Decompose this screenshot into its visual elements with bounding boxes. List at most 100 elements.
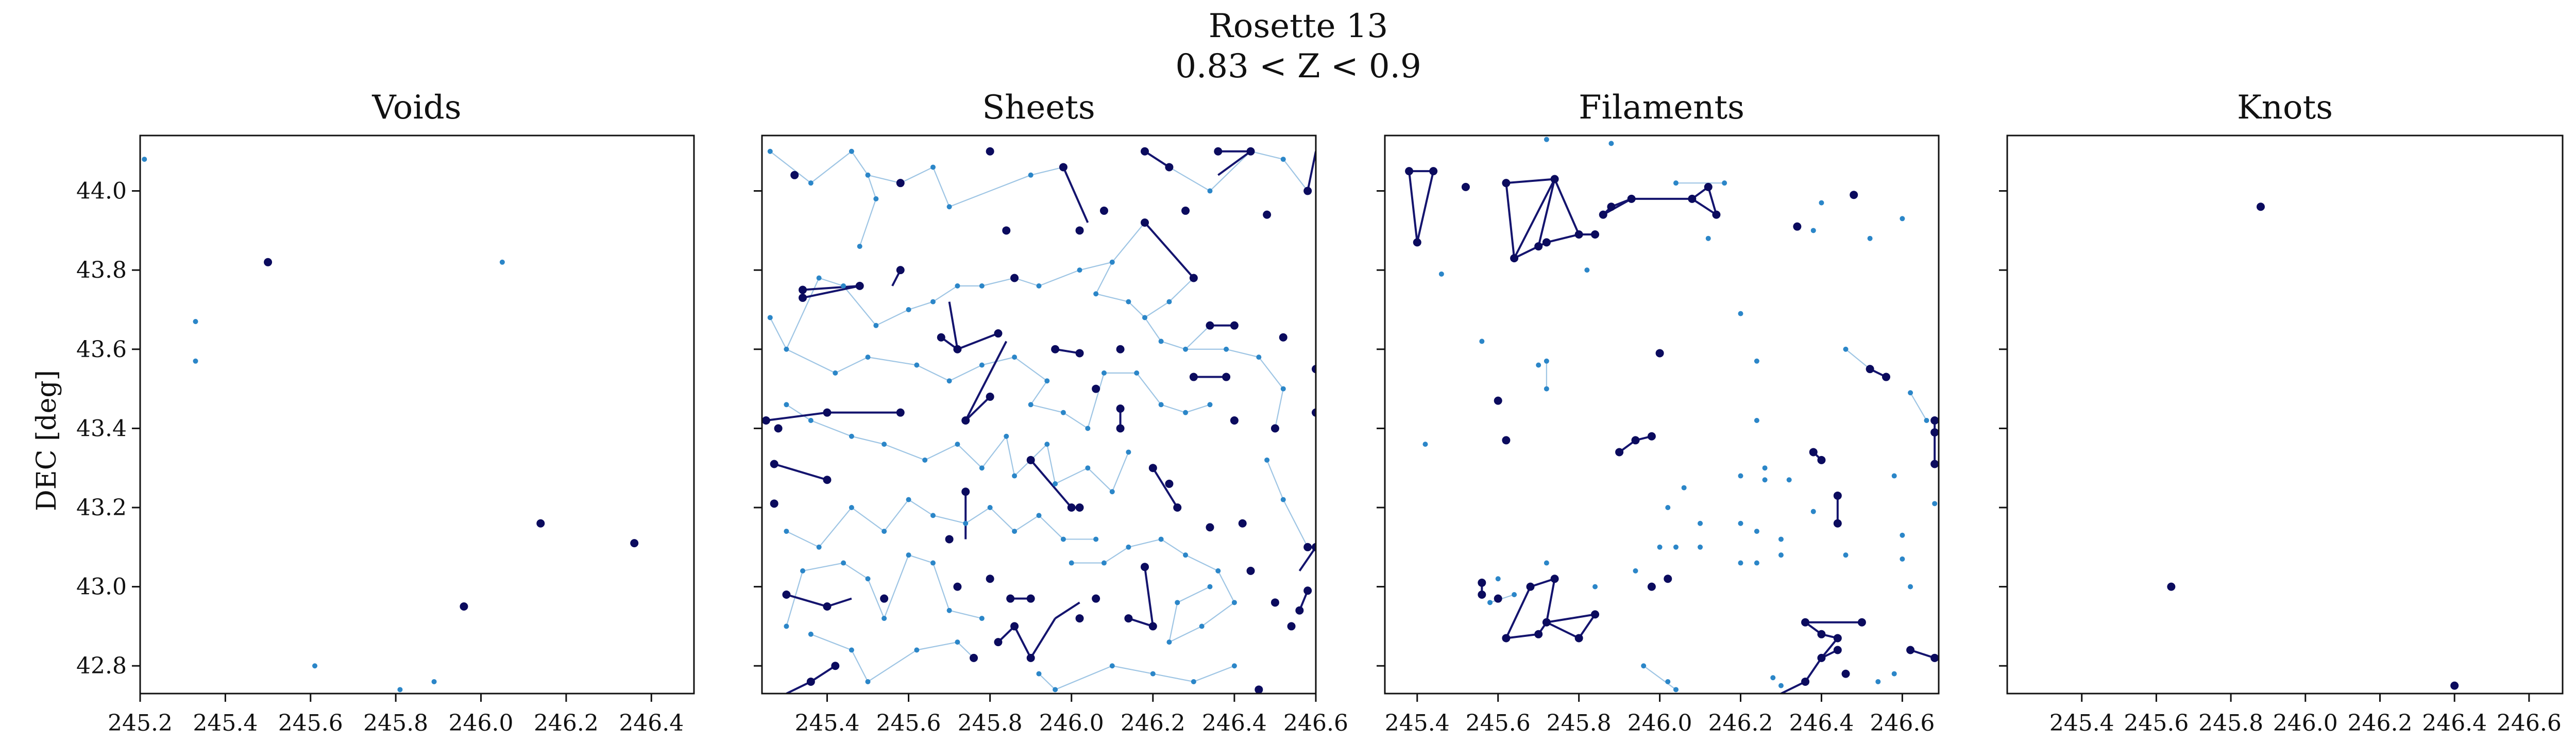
dark-point <box>1075 614 1084 623</box>
dark-point <box>1574 230 1583 239</box>
light-edge <box>981 436 1007 468</box>
dark-point <box>1246 566 1255 575</box>
dark-point <box>1238 519 1247 528</box>
x-tick-label: 246.6 <box>2497 710 2562 736</box>
light-point <box>865 679 871 684</box>
dark-point <box>2256 203 2265 211</box>
x-tick-label: 245.6 <box>278 710 343 736</box>
dark-edge <box>766 411 827 422</box>
light-point <box>1738 560 1743 566</box>
light-point <box>1722 180 1727 186</box>
dark-point <box>799 293 807 302</box>
dark-edge <box>1217 150 1251 176</box>
x-tick-label: 246.0 <box>1039 710 1104 736</box>
light-edge <box>868 174 901 184</box>
x-tick-label: 245.4 <box>1385 710 1450 736</box>
light-edge <box>868 357 917 366</box>
light-point <box>946 608 952 613</box>
x-tick-label: 246.2 <box>1708 710 1773 736</box>
light-point <box>1438 271 1444 277</box>
light-edge <box>957 444 982 468</box>
light-point <box>808 418 814 424</box>
y-tick-label: 42.8 <box>76 653 127 679</box>
dark-point <box>1850 191 1858 199</box>
light-point <box>1778 683 1784 688</box>
dark-edge <box>1804 657 1823 683</box>
dark-point <box>1246 147 1255 156</box>
light-point <box>849 647 854 653</box>
light-edge <box>932 563 950 611</box>
light-edge <box>843 285 877 326</box>
light-edge <box>916 364 950 382</box>
light-edge <box>1055 665 1113 690</box>
x-tick-label: 245.6 <box>876 710 941 736</box>
x-tick-label: 246.2 <box>2348 710 2413 736</box>
dark-point <box>806 677 815 686</box>
y-tick-label: 43.0 <box>76 574 127 600</box>
dark-edge <box>1062 166 1089 223</box>
light-point <box>499 259 505 265</box>
dark-point <box>790 171 799 179</box>
light-point <box>1012 529 1018 534</box>
dark-point <box>1067 503 1076 512</box>
light-point <box>1158 402 1164 408</box>
dark-point <box>994 638 1003 647</box>
light-point <box>1166 639 1172 645</box>
light-point <box>1608 141 1614 146</box>
dark-point <box>1026 594 1035 603</box>
light-point <box>1126 449 1131 455</box>
light-edge <box>924 444 958 461</box>
light-point <box>1665 505 1671 510</box>
light-point <box>1665 679 1671 684</box>
light-edge <box>1136 373 1162 405</box>
light-point <box>1673 544 1679 550</box>
dark-point <box>823 602 832 611</box>
light-point <box>1487 600 1493 605</box>
light-edge <box>851 435 885 445</box>
light-edge <box>932 167 950 207</box>
x-tick-label: 245.8 <box>363 710 428 736</box>
light-point <box>1028 172 1033 178</box>
dark-point <box>855 281 864 290</box>
light-point <box>397 687 403 693</box>
light-point <box>1215 568 1221 574</box>
light-point <box>1109 489 1115 495</box>
light-point <box>1199 623 1205 629</box>
light-edge <box>1087 373 1105 429</box>
dark-edge <box>1820 637 1839 659</box>
dark-edge <box>1546 233 1580 244</box>
light-edge <box>875 309 909 326</box>
dark-point <box>1099 206 1108 215</box>
dark-point <box>1173 503 1182 512</box>
light-edge <box>1095 293 1129 302</box>
light-edge <box>1274 389 1284 429</box>
dark-edge <box>964 396 991 421</box>
light-point <box>1053 481 1058 486</box>
light-point <box>1207 188 1213 194</box>
dark-point <box>1631 436 1640 445</box>
x-tick-label: 246.6 <box>1283 710 1348 736</box>
dark-point <box>1116 345 1125 353</box>
dark-point <box>460 602 468 611</box>
dark-point <box>770 499 778 508</box>
dark-point <box>1189 274 1198 282</box>
light-edge <box>981 277 1015 286</box>
dark-point <box>1647 582 1656 591</box>
light-point <box>1778 552 1784 558</box>
y-tick-label: 43.8 <box>76 257 127 283</box>
light-point <box>1633 568 1638 574</box>
light-point <box>849 433 854 439</box>
light-edge <box>843 562 869 580</box>
axes-frame <box>139 134 695 695</box>
dark-edge <box>1152 467 1178 509</box>
light-edge <box>1030 404 1064 413</box>
light-edge <box>1910 392 1927 421</box>
light-point <box>193 319 198 324</box>
light-point <box>1754 358 1759 364</box>
light-edge <box>810 150 852 184</box>
light-edge <box>1168 277 1194 302</box>
dark-point <box>536 519 545 528</box>
dark-point <box>1550 175 1559 183</box>
light-point <box>1044 378 1050 384</box>
light-point <box>1843 552 1849 558</box>
